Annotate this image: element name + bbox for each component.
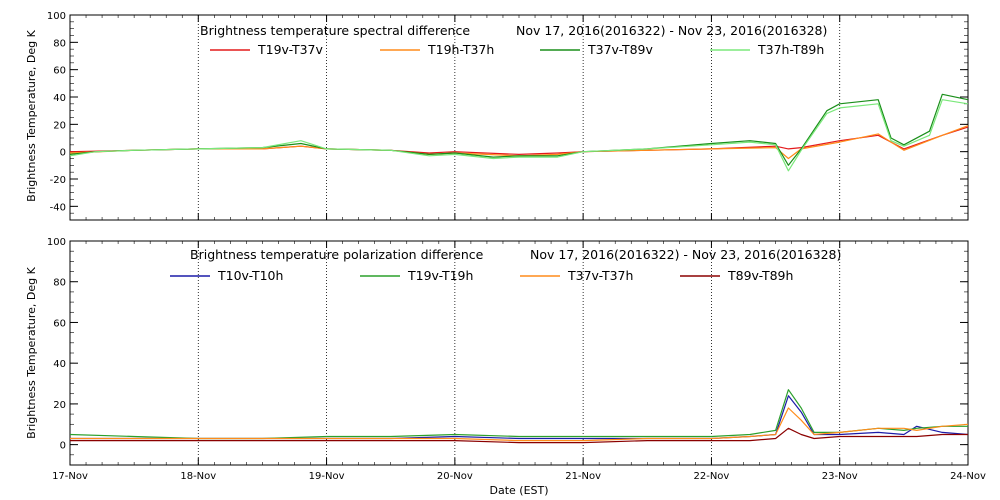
spectral-series-line-t37h-t89h [69, 99, 969, 172]
spectral-y-axis-label: Brightness Temperature, Deg K [25, 29, 38, 201]
polarization-y-tick-label: 40 [53, 359, 66, 370]
polarization-y-tick-label: 60 [53, 318, 66, 329]
spectral-legend-label: T19h-T37h [427, 42, 494, 57]
x-tick-label: 23-Nov [822, 471, 858, 482]
polarization-series-line-t19v-t19h [69, 389, 968, 440]
x-tick-label: 19-Nov [309, 471, 345, 482]
x-tick-label: 18-Nov [180, 471, 216, 482]
spectral-y-tick-label: 40 [53, 93, 66, 104]
polarization-panel-title: Brightness temperature polarization diff… [190, 247, 484, 262]
polarization-y-axis-label: Brightness Temperature, Deg K [25, 266, 38, 438]
polarization-y-tick-label: 20 [53, 400, 66, 411]
x-tick-label: 24-Nov [950, 471, 986, 482]
spectral-panel-date-range: Nov 17, 2016(2016322) - Nov 23, 2016(201… [516, 23, 827, 38]
spectral-difference-panel: Brightness temperature spectral differen… [25, 11, 969, 221]
polarization-y-tick-label: 100 [47, 237, 66, 248]
polarization-difference-panel: Brightness temperature polarization diff… [25, 237, 986, 497]
spectral-y-tick-label: 80 [53, 38, 66, 49]
polarization-legend-label: T37v-T37h [567, 268, 633, 283]
spectral-series-line-t19v-t37v [69, 126, 969, 155]
spectral-legend-label: T37v-T89v [587, 42, 654, 57]
spectral-y-tick-label: 0 [60, 148, 66, 159]
spectral-y-tick-label: -40 [50, 202, 66, 213]
spectral-legend-label: T37h-T89h [757, 42, 824, 57]
polarization-legend-label: T10v-T10h [217, 268, 283, 283]
polarization-series-line-t37v-t37h [70, 407, 969, 442]
spectral-series-line-t19h-t37h [69, 125, 969, 160]
spectral-y-tick-label: 20 [53, 120, 66, 131]
polarization-legend-label: T19v-T19h [407, 268, 473, 283]
spectral-y-tick-label: 60 [53, 66, 66, 77]
x-tick-label: 21-Nov [565, 471, 601, 482]
spectral-legend-label: T19v-T37v [257, 42, 324, 57]
polarization-y-tick-label: 80 [53, 278, 66, 289]
x-tick-label: 20-Nov [437, 471, 473, 482]
spectral-panel-title: Brightness temperature spectral differen… [200, 23, 470, 38]
polarization-plot-frame [69, 240, 969, 466]
polarization-series-line-t89v-t89h [70, 427, 968, 444]
spectral-plot-frame [69, 14, 969, 221]
x-tick-label: 17-Nov [52, 471, 88, 482]
x-tick-label: 22-Nov [693, 471, 729, 482]
spectral-y-tick-label: -20 [50, 175, 66, 186]
polarization-legend-label: T89v-T89h [727, 268, 793, 283]
spectral-y-tick-label: 100 [47, 11, 66, 22]
x-axis-label: Date (EST) [489, 484, 548, 497]
polarization-panel-date-range: Nov 17, 2016(2016322) - Nov 23, 2016(201… [530, 247, 841, 262]
polarization-y-tick-label: 0 [60, 441, 66, 452]
